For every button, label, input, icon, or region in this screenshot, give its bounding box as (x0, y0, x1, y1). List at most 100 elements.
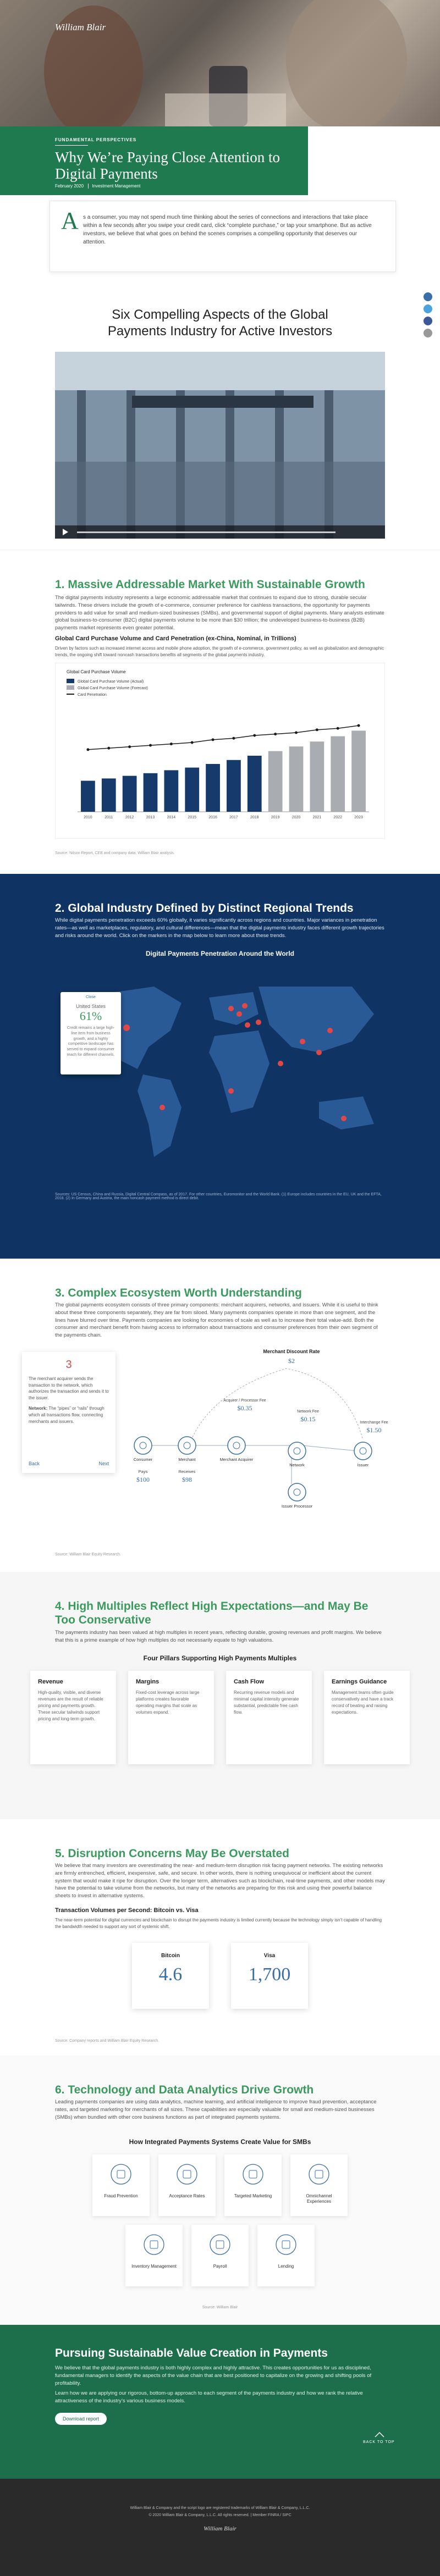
share-twitter[interactable] (424, 304, 432, 313)
map-popup: Close United States 61% Credit remains a… (61, 992, 121, 1074)
popup-text: Credit remains a large high-line item fr… (67, 1026, 115, 1057)
node (354, 1442, 372, 1460)
bar (289, 746, 304, 812)
stat-value: 1,700 (248, 1964, 291, 1985)
aspects-title: Six Compelling Aspects of the Global Pay… (107, 307, 333, 339)
point (169, 743, 173, 746)
node-label: Consumer (134, 1457, 153, 1462)
node-icon (293, 1447, 301, 1455)
section-title: 5. Disruption Concerns May Be Overstated (55, 1847, 289, 1860)
bar (206, 764, 220, 812)
section-body: While digital payments penetration excee… (55, 917, 384, 939)
graphic (286, 0, 407, 126)
x-tick-label: 2015 (188, 816, 196, 819)
item-icon-glyph (249, 2170, 257, 2179)
item-label: Acceptance Rates (169, 2193, 205, 2198)
item-icon-ring (309, 2164, 329, 2185)
legend-swatch (67, 679, 74, 683)
graphic (209, 1031, 270, 1113)
item-card: Lending (257, 2225, 315, 2286)
x-tick-label: 2016 (208, 816, 217, 819)
graphic (160, 1105, 165, 1110)
chart-note: Driven by factors such as increased inte… (55, 646, 384, 657)
pillar-card: Margins Fixed-cost leverage across large … (128, 1671, 214, 1764)
item-icon-ring (144, 2234, 164, 2255)
x-tick-label: 2010 (84, 816, 92, 819)
map-markers[interactable] (123, 1003, 346, 1121)
popup-close[interactable]: Close (86, 995, 96, 999)
x-tick-label: 2013 (146, 816, 155, 819)
mdr-label: Merchant Discount Rate (263, 1349, 320, 1354)
meta: February 2020 Investment Management (55, 184, 141, 189)
node-icon (359, 1447, 367, 1455)
pillar-card: Revenue High-quality, visible, and divers… (30, 1671, 116, 1764)
pillar-card: Cash Flow Recurring revenue models and mi… (226, 1671, 312, 1764)
graphic (165, 93, 286, 126)
item-icon-ring (177, 2164, 197, 2185)
item-icon (111, 2164, 131, 2185)
bar (185, 767, 200, 812)
pays-value: $100 (136, 1476, 150, 1483)
x-tick-label: 2022 (333, 816, 342, 819)
section-body: We believe that many investors are overe… (55, 1863, 385, 1899)
back-to-top[interactable]: BACK TO TOP (363, 2440, 395, 2444)
section-body: Leading payments companies are using dat… (55, 2099, 377, 2120)
x-tick-label: 2023 (354, 816, 363, 819)
node-label: Network (289, 1462, 305, 1467)
aspects: Six Compelling Aspects of the Global Pay… (0, 286, 440, 550)
item-icon-glyph (282, 2240, 290, 2249)
graphic (138, 1074, 182, 1157)
graphic (63, 529, 68, 535)
source: Source: William Blair (202, 2306, 238, 2309)
footer-line: William Blair & Company and the script l… (130, 2506, 310, 2510)
node-icon (233, 1442, 240, 1449)
item-icon (177, 2164, 197, 2185)
item-icon-glyph (117, 2170, 125, 2179)
bar (101, 778, 116, 812)
item-icon-glyph (216, 2240, 224, 2249)
pays-label: Pays (139, 1469, 148, 1474)
section-title: 1. Massive Addressable Market With Susta… (55, 578, 365, 591)
video[interactable] (55, 352, 385, 539)
share-email[interactable] (424, 329, 432, 337)
pillar-title: Cash Flow (234, 1678, 265, 1685)
pillar-title: Margins (136, 1678, 160, 1685)
graphic (300, 1039, 305, 1044)
share-linkedin[interactable] (424, 292, 432, 301)
item-label: Omnichannel Experiences (306, 2193, 332, 2204)
section-6: 6. Technology and Data Analytics Drive G… (0, 2056, 440, 2325)
stat-name: Visa (263, 1953, 276, 1959)
map-title: Digital Payments Penetration Around the … (145, 950, 295, 957)
share-facebook[interactable] (424, 317, 432, 325)
bar (81, 780, 95, 812)
graphic (132, 396, 314, 408)
node (178, 1436, 196, 1455)
node-label: Issuer Processor (282, 1504, 313, 1509)
hero-image (44, 0, 407, 126)
mdr-value: $2 (288, 1357, 295, 1365)
node-label: Merchant (178, 1457, 196, 1462)
back-button[interactable]: Back (29, 1461, 40, 1466)
source: Source: William Blair Equity Research. (55, 1553, 121, 1556)
source: Source: Company reports and William Blai… (55, 2039, 160, 2043)
item-card: Fraud Prevention (92, 2154, 150, 2216)
graphic (55, 352, 385, 390)
node (134, 1436, 152, 1455)
point (336, 727, 339, 730)
item-label: Inventory Management (131, 2264, 177, 2269)
fee-value: $0.15 (301, 1415, 316, 1423)
intro: A s a consumer, you may not spend much t… (0, 195, 440, 286)
stats: Bitcoin 4.6 Visa 1,700 (132, 1943, 308, 2009)
top-arrow[interactable] (374, 2430, 385, 2438)
intro-card: A s a consumer, you may not spend much t… (50, 201, 396, 272)
item-icon-glyph (150, 2240, 158, 2249)
item-icon (276, 2234, 296, 2255)
download-button[interactable]: Download report (55, 2413, 107, 2425)
item-icon (243, 2164, 263, 2185)
item-icon (210, 2234, 230, 2255)
pillar-text: High-quality, visible, and diverse reven… (38, 1690, 103, 1721)
next-button[interactable]: Next (98, 1461, 109, 1466)
graphic (316, 1050, 322, 1055)
fee-label: Interchange Fee (360, 1421, 388, 1425)
